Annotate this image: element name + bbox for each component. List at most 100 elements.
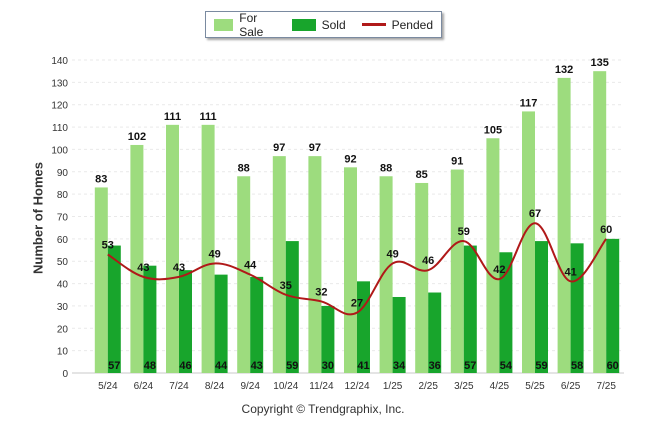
legend-label-pended: Pended xyxy=(391,17,433,32)
sold-bar xyxy=(606,238,620,373)
sold-data-label: 36 xyxy=(429,360,441,372)
data-labels: 83 57 102 48 111 46 111 44 88 43 97 59 97 30 92 41 88 34 8… xyxy=(95,57,619,372)
y-axis-label: Number of Homes xyxy=(30,162,46,274)
pended-data-label: 49 xyxy=(386,248,398,260)
x-tick-label: 8/24 xyxy=(205,381,225,392)
sold-data-label: 30 xyxy=(322,360,334,372)
x-tick-label: 12/24 xyxy=(344,381,369,392)
for-sale-bar xyxy=(379,176,393,373)
sold-bar xyxy=(535,241,548,373)
x-tick-label: 3/25 xyxy=(454,381,474,392)
for-sale-bar xyxy=(557,77,571,373)
sold-bar xyxy=(428,292,442,373)
for-sale-bar xyxy=(593,71,607,373)
pended-data-label: 53 xyxy=(102,240,114,252)
sold-bar xyxy=(499,252,513,373)
pended-data-label: 59 xyxy=(458,226,470,238)
y-tick-label: 130 xyxy=(51,78,68,89)
for-sale-bar xyxy=(308,156,322,373)
pended-data-label: 27 xyxy=(351,298,363,310)
sold-bar xyxy=(214,274,228,373)
x-tick-label: 9/24 xyxy=(240,381,260,392)
pended-data-label: 43 xyxy=(173,262,185,274)
for-sale-bar xyxy=(486,138,500,373)
legend-label-sold: Sold xyxy=(321,17,346,32)
for-sale-data-label: 97 xyxy=(273,142,285,154)
sold-data-label: 59 xyxy=(286,360,298,372)
sold-bar xyxy=(357,281,370,373)
sold-data-label: 48 xyxy=(144,360,156,372)
sold-data-label: 44 xyxy=(215,360,228,372)
pended-line-path xyxy=(107,222,608,316)
for-sale-bar xyxy=(237,176,251,373)
sold-bar xyxy=(321,305,335,373)
sold-data-label: 58 xyxy=(571,360,583,372)
sold-bar xyxy=(250,276,264,373)
sold-data-label: 57 xyxy=(464,360,476,372)
for-sale-bar xyxy=(450,169,464,373)
for-sale-data-label: 92 xyxy=(344,153,356,165)
pended-data-label: 67 xyxy=(529,208,541,220)
for-sale-bar xyxy=(94,187,108,373)
sold-data-label: 34 xyxy=(393,360,406,372)
pended-line xyxy=(107,222,608,316)
for-sale-bar xyxy=(166,124,179,373)
y-tick-label: 80 xyxy=(57,190,69,201)
for-sale-data-label: 88 xyxy=(380,162,392,174)
pended-data-label: 43 xyxy=(137,262,149,274)
x-tick-label: 11/24 xyxy=(309,381,334,392)
for-sale-bars xyxy=(94,71,607,374)
x-tick-label: 10/24 xyxy=(273,381,298,392)
y-tick-label: 90 xyxy=(57,168,69,179)
pended-data-label: 35 xyxy=(280,280,292,292)
sold-data-label: 60 xyxy=(607,360,619,372)
legend-swatch-sold xyxy=(291,18,316,31)
legend-item-for-sale[interactable]: For Sale xyxy=(214,11,276,39)
for-sale-bar xyxy=(201,124,215,373)
y-tick-label: 120 xyxy=(51,101,68,112)
sold-bars xyxy=(107,238,620,373)
legend-swatch-for-sale xyxy=(214,18,234,31)
for-sale-bar xyxy=(344,167,357,373)
y-tick-label: 110 xyxy=(52,123,68,134)
sold-data-label: 46 xyxy=(179,360,191,372)
y-tick-label: 60 xyxy=(57,235,69,246)
x-tick-label: 5/24 xyxy=(98,381,118,392)
y-tick-label: 140 xyxy=(51,56,68,67)
sold-data-label: 43 xyxy=(251,360,263,372)
y-axis-ticks: 0 10 20 30 40 50 60 70 80 90 100 110 120 130 140 xyxy=(51,56,68,380)
legend-swatch-pended xyxy=(361,23,386,26)
y-tick-label: 50 xyxy=(57,257,69,268)
sold-bar xyxy=(570,243,584,373)
y-tick-label: 40 xyxy=(57,280,69,291)
pended-data-label: 32 xyxy=(315,286,327,298)
x-tick-label: 6/24 xyxy=(134,381,154,392)
for-sale-data-label: 91 xyxy=(451,156,463,168)
y-tick-label: 20 xyxy=(57,324,69,335)
legend-item-sold[interactable]: Sold xyxy=(291,17,346,32)
for-sale-data-label: 135 xyxy=(591,57,609,69)
for-sale-data-label: 105 xyxy=(484,124,502,136)
for-sale-data-label: 88 xyxy=(238,162,250,174)
x-tick-label: 2/25 xyxy=(418,381,438,392)
x-tick-label: 1/25 xyxy=(383,381,403,392)
for-sale-data-label: 83 xyxy=(95,173,107,185)
y-tick-label: 0 xyxy=(62,369,68,380)
legend-item-pended[interactable]: Pended xyxy=(361,17,433,32)
y-tick-label: 70 xyxy=(57,213,69,224)
y-tick-label: 30 xyxy=(57,302,69,313)
x-axis-ticks: 5/24 6/24 7/24 8/24 9/24 10/24 11/24 12/24 1/25 2… xyxy=(98,381,616,392)
copyright-text: Copyright © Trendgraphix, Inc. xyxy=(241,402,405,416)
sold-bar xyxy=(179,270,192,373)
sold-bar xyxy=(392,296,406,373)
pended-data-label: 46 xyxy=(422,255,434,267)
for-sale-data-label: 111 xyxy=(164,111,181,123)
for-sale-data-label: 97 xyxy=(309,142,321,154)
legend-label-for-sale: For Sale xyxy=(239,10,264,39)
pended-data-label: 41 xyxy=(564,266,576,278)
x-tick-label: 7/25 xyxy=(596,381,616,392)
pended-data-label: 42 xyxy=(493,264,505,276)
sold-bar xyxy=(285,241,299,373)
pended-data-label: 44 xyxy=(244,260,257,272)
